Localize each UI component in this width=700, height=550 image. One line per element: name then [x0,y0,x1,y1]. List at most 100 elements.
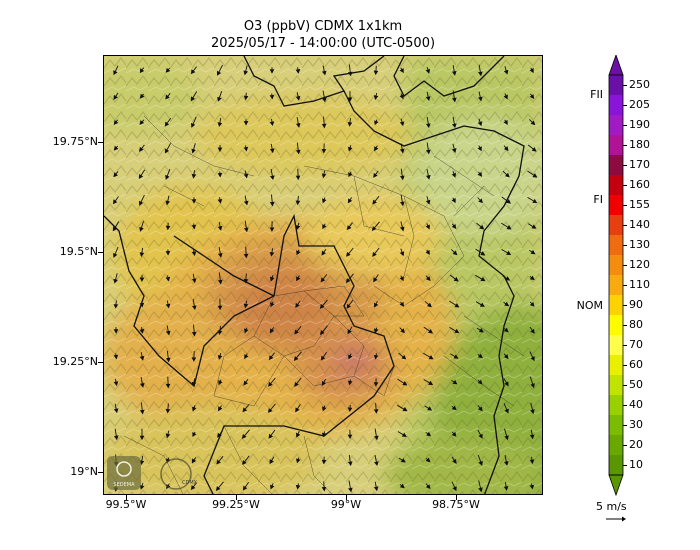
wind-arrow-head [321,173,327,179]
wind-arrow-head [425,96,431,102]
colorbar-frame [608,74,624,476]
wind-arrow-head [139,200,144,206]
wind-arrow-head [113,329,119,334]
wind-arrow-head [243,146,249,152]
wind-arrow-head [479,224,485,230]
colorbar-tick-mark [623,125,627,126]
wind-arrow-head [348,487,353,493]
wind-arrow-head [113,172,118,178]
wind-arrow-head [244,354,249,360]
wind-arrow-head [348,354,353,360]
wind-arrow-head [295,302,300,308]
wind-arrow-head [425,249,430,255]
wind-arrow-head [503,119,508,125]
x-tick-label: 99°W [330,498,362,511]
wind-arrow-head [347,97,353,102]
wind-arrow-head [190,96,196,102]
wind-arrow-head [477,172,483,177]
wind-arrow-head [373,354,379,360]
wind-arrow-head [138,174,144,180]
wind-arrow-head [425,199,431,205]
wind-arrow-head [242,407,248,413]
wind-arrow-head [346,251,351,257]
ozone-field-svg: SEDEMA CDMX [104,56,542,494]
wind-arrow-head [399,175,405,181]
cdmx-logo: CDMX [160,458,198,490]
wind-arrow-head [504,435,509,441]
wind-arrow-head [529,459,535,465]
wind-arrow-head [373,409,379,414]
colorbar-extend-bottom [608,474,624,497]
wind-arrow-head [347,71,353,77]
wind-arrow-head [217,122,223,127]
wind-arrow-head [215,486,221,491]
wind-arrow-head [532,198,538,204]
colorbar-segment [609,375,623,396]
wind-scale-label: 5 m/s [596,500,627,513]
wind-arrow-head [217,147,223,152]
wind-arrow-head [452,379,458,385]
colorbar-tick-label: 180 [629,138,650,151]
wind-arrow-head [139,355,145,361]
wind-arrow-head [428,380,434,385]
colorbar-tick-label: 10 [629,458,643,471]
wind-arrow-head [503,94,508,100]
wind-arrow-head [191,148,196,154]
x-tick-label: 99.25°W [212,498,260,511]
wind-arrow-head [506,250,512,255]
y-tick-label: 19.75°N [52,135,98,148]
wind-arrow-head [477,96,483,102]
wind-vector-field [112,64,538,493]
wind-arrow-head [399,68,404,74]
wind-arrow-head [295,69,301,74]
wind-arrow-head [478,198,483,204]
svg-text:SEDEMA: SEDEMA [113,482,135,488]
wind-arrow-head [399,201,405,207]
wind-arrow-head [191,251,197,257]
colorbar-tick-label: 170 [629,158,650,171]
wind-arrow-head [371,226,377,231]
wind-arrow-head [451,71,457,76]
wind-arrow-head [216,70,222,76]
colorbar-tick-mark [623,345,627,346]
wind-arrow-head [451,431,457,437]
municipal-boundaries [123,115,525,494]
wind-arrow-head [503,486,509,491]
colorbar-tick-mark [623,405,627,406]
wind-arrow-head [295,200,301,206]
colorbar-segment [609,155,623,176]
wind-arrow-head [347,407,353,412]
wind-arrow-head [244,328,249,334]
map-subtitle: 2025/05/17 - 14:00:00 (UTC-0500) [210,36,436,51]
wind-arrow-head [529,484,535,490]
wind-arrow-head [425,149,431,155]
colorbar-tick-label: 60 [629,358,643,371]
wind-arrow-head [477,379,483,385]
colorbar-tick-label: 30 [629,418,643,431]
wind-arrow-head [322,224,327,230]
y-tick-label: 19°N [70,465,98,478]
wind-arrow-head [321,123,327,129]
wind-arrow-head [270,484,275,490]
wind-arrow-head [373,95,379,100]
wind-arrow-head [478,328,484,333]
wind-arrow-head [322,198,327,204]
wind-arrow-head [113,408,119,414]
wind-arrow-head [269,148,275,154]
wind-arrow-head [165,357,171,363]
wind-arrow-head [321,97,327,103]
colorbar-tick-mark [623,385,627,386]
wind-arrow-head [112,199,118,205]
wind-arrow-head [479,302,485,307]
colorbar-tick-label: 90 [629,298,643,311]
colorbar-tick-label: 130 [629,238,650,251]
wind-arrow-head [164,121,170,127]
wind-arrow-head [530,409,535,415]
colorbar-tick-mark [623,245,627,246]
wind-arrow-head [114,435,119,441]
wind-arrow-head [320,277,326,283]
wind-arrow-head [217,253,223,258]
colorbar-segment [609,215,623,236]
wind-arrow-head [529,275,535,281]
wind-arrow-head [139,252,145,258]
